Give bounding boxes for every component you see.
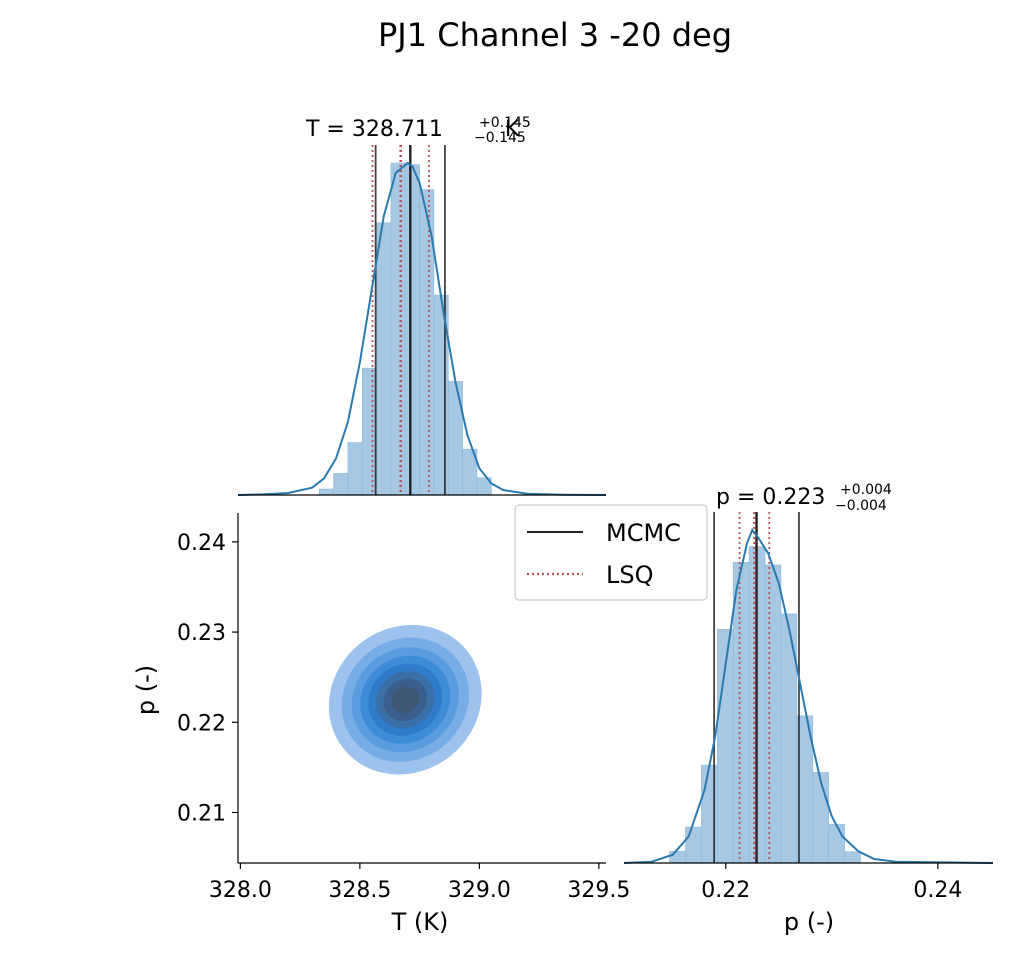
t-stat-plus: +0.145 — [479, 115, 531, 131]
t-stat-unit: K — [498, 117, 520, 142]
t-histogram-bar — [390, 162, 406, 496]
t-stat-minus: −0.145 — [474, 130, 526, 146]
chart-title: PJ1 Channel 3 -20 deg — [378, 16, 732, 54]
p-stat-prefix: p = — [716, 485, 762, 510]
p-histogram-panel: 0.22 0.24 p (-) p = 0.223 +0.004 −0.004 — [623, 482, 994, 936]
t-histogram-bar — [318, 488, 334, 496]
joint-x-tick-label: 328.5 — [328, 878, 391, 903]
t-reference-lines — [371, 145, 446, 495]
t-stat-value: 328.711 — [352, 117, 443, 142]
joint-density-panel: 328.0 328.5 329.0 329.5 0.21 0.22 0.23 0.24 T … — [132, 513, 630, 936]
p-stat-value: 0.223 — [762, 485, 825, 510]
joint-y-ticks: 0.21 0.22 0.23 0.24 — [177, 531, 238, 826]
p-histogram-bar — [828, 824, 845, 864]
p-stat-plus: +0.004 — [840, 482, 892, 498]
p-kde-curve — [623, 528, 994, 864]
joint-y-tick-label: 0.22 — [177, 711, 226, 736]
t-histogram-bar — [376, 222, 392, 496]
t-stat-prefix: T = — [305, 117, 352, 142]
legend: MCMC LSQ — [514, 504, 708, 601]
t-histogram-bar — [347, 442, 363, 496]
legend-mcmc-label: MCMC — [606, 519, 681, 547]
joint-y-tick-label: 0.21 — [177, 801, 226, 826]
t-histogram-bar — [361, 367, 377, 496]
p-stat-label: p = 0.223 — [716, 485, 825, 510]
joint-y-axis-label: p (-) — [132, 665, 160, 715]
p-histogram-bars — [669, 546, 861, 864]
joint-density-contours — [328, 624, 482, 775]
t-histogram-panel: T = 328.711 K +0.145 −0.145 — [237, 115, 607, 496]
p-stat-minus: −0.004 — [835, 498, 887, 514]
joint-y-tick-label: 0.23 — [177, 621, 226, 646]
p-histogram-bar — [812, 772, 829, 864]
p-x-tick-label: 0.22 — [701, 878, 750, 903]
p-histogram-bar — [844, 851, 861, 864]
p-histogram-bar — [764, 564, 782, 864]
legend-frame — [514, 504, 708, 601]
p-reference-lines — [713, 512, 800, 863]
joint-x-axis-label: T (K) — [391, 908, 449, 936]
joint-x-tick-label: 329.5 — [567, 878, 630, 903]
joint-x-tick-label: 328.0 — [209, 878, 272, 903]
t-histogram-bars — [318, 162, 492, 496]
p-histogram-bar — [669, 851, 686, 864]
t-histogram-bar — [404, 164, 420, 496]
joint-x-tick-label: 329.0 — [448, 878, 511, 903]
joint-density-contour — [391, 686, 419, 714]
joint-y-tick-label: 0.24 — [177, 531, 226, 556]
t-kde-curve — [237, 161, 607, 496]
t-histogram-bar — [447, 381, 463, 496]
joint-x-ticks: 328.0 328.5 329.0 329.5 — [209, 863, 630, 903]
p-x-axis-label: p (-) — [784, 908, 834, 936]
p-histogram-bar — [685, 826, 702, 864]
p-x-ticks: 0.22 0.24 — [701, 863, 962, 903]
t-histogram-bar — [333, 473, 349, 496]
t-stat-label: T = 328.711 K — [305, 117, 520, 142]
p-histogram-bar — [732, 562, 750, 864]
p-x-tick-label: 0.24 — [913, 878, 962, 903]
legend-lsq-label: LSQ — [606, 561, 654, 589]
